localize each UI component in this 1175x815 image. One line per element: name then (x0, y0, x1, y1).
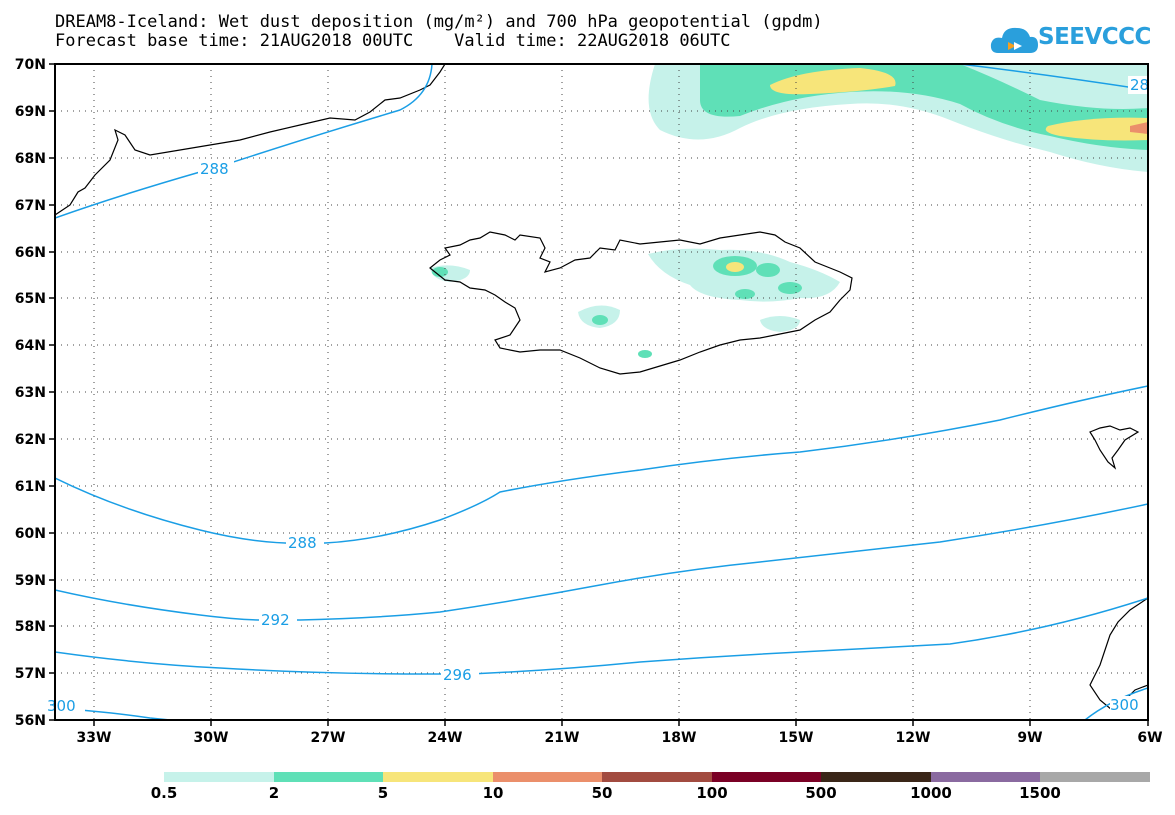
lat-label: 60N (15, 526, 46, 542)
lat-label: 59N (15, 573, 46, 589)
legend-label: 2 (268, 784, 280, 802)
color-legend (164, 772, 1150, 782)
legend-label: 10 (482, 784, 504, 802)
faroe-coast (1089, 425, 1140, 470)
lon-label: 15W (779, 730, 814, 746)
dust-iceland-2d (735, 289, 755, 299)
dust-plume-5a (770, 68, 896, 95)
geopotential-contours (55, 64, 1148, 720)
map-title-line1: DREAM8-Iceland: Wet dust deposition (mg/… (55, 12, 823, 32)
legend-label: 5 (377, 784, 389, 802)
legend-swatch (712, 772, 821, 782)
lat-label: 64N (15, 338, 46, 354)
legend-swatch (493, 772, 602, 782)
map-title-line2: Forecast base time: 21AUG2018 00UTC Vali… (55, 31, 731, 51)
greenland-coast (55, 64, 446, 216)
dust-iceland-5 (726, 262, 744, 272)
axis-ticks (49, 63, 1149, 726)
legend-swatch (383, 772, 493, 782)
contour-288-north (55, 64, 433, 219)
legend-label: 1000 (910, 784, 952, 802)
iceland-coast (429, 231, 853, 375)
lon-label: 30W (194, 730, 229, 746)
dust-iceland-2c (778, 282, 802, 294)
lon-label: 27W (311, 730, 346, 746)
lon-label: 12W (896, 730, 931, 746)
contour-label-288-north: 288 (200, 160, 229, 178)
contour-label-300-se: 300 (1110, 696, 1139, 714)
scotland-coast (1089, 597, 1148, 711)
lon-label: 9W (1017, 730, 1042, 746)
lon-label: 6W (1137, 730, 1162, 746)
logo-text: SEEVCCC (1038, 24, 1151, 50)
lat-label: 70N (15, 57, 46, 73)
lat-label: 57N (15, 666, 46, 682)
legend-label: 100 (696, 784, 728, 802)
legend-label: 0.5 (150, 784, 178, 802)
dust-iceland-2b (756, 263, 780, 277)
contour-28-ne (959, 64, 1148, 91)
coastlines (55, 64, 1148, 711)
lat-label: 69N (15, 104, 46, 120)
contour-label-288-south: 288 (288, 534, 317, 552)
lat-label: 56N (15, 713, 46, 729)
dust-plume-5b (1045, 117, 1148, 141)
legend-swatch (1040, 772, 1150, 782)
contour-label-300-sw: 300 (47, 697, 76, 715)
contour-296 (55, 597, 1148, 675)
legend-label: 500 (805, 784, 837, 802)
lat-label: 62N (15, 432, 46, 448)
legend-swatch (602, 772, 712, 782)
lat-label: 65N (15, 291, 46, 307)
lon-label: 24W (428, 730, 463, 746)
lon-label: 33W (77, 730, 112, 746)
grid-lines (55, 64, 1148, 720)
dust-iceland-2f (432, 267, 448, 277)
lat-label: 63N (15, 385, 46, 401)
dust-iceland-2g (638, 350, 652, 358)
dust-deposition-layer (430, 64, 1148, 358)
cloud-icon (990, 27, 1038, 53)
legend-swatch (274, 772, 383, 782)
legend-label: 50 (591, 784, 613, 802)
lat-label: 67N (15, 198, 46, 214)
lat-label: 68N (15, 151, 46, 167)
contour-292 (55, 503, 1148, 621)
lon-label: 21W (545, 730, 580, 746)
dust-iceland-2e (592, 315, 608, 325)
legend-swatch (821, 772, 931, 782)
lon-label: 18W (662, 730, 697, 746)
legend-swatch (931, 772, 1040, 782)
dust-plume-10 (1130, 122, 1148, 134)
legend-swatch (164, 772, 274, 782)
contour-label-28-ne: 28 (1130, 76, 1149, 94)
lat-label: 61N (15, 479, 46, 495)
dust-iceland-05d (760, 316, 800, 332)
lat-label: 58N (15, 619, 46, 635)
contour-288-south (55, 385, 1148, 544)
contour-label-296: 296 (443, 666, 472, 684)
lat-label: 66N (15, 245, 46, 261)
contour-label-292: 292 (261, 611, 290, 629)
legend-label: 1500 (1019, 784, 1061, 802)
